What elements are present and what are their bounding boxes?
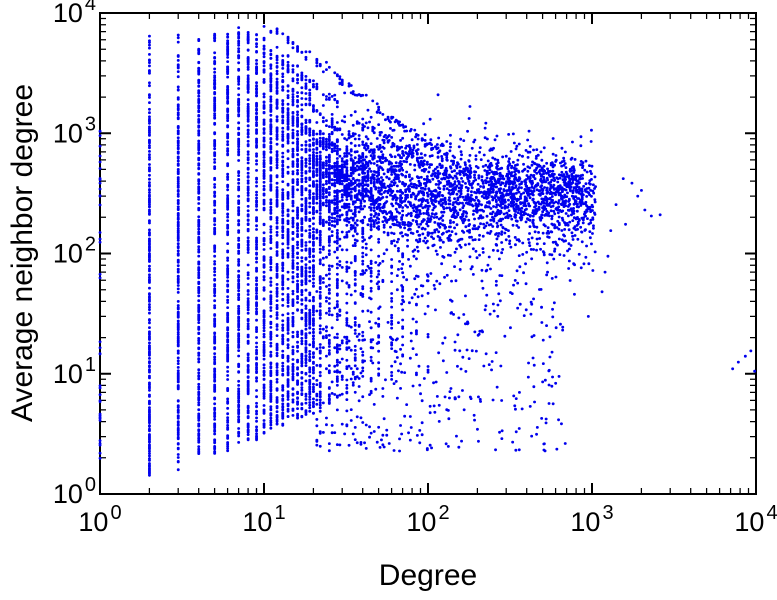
column-points (98, 31, 430, 477)
major-ticks (99, 12, 757, 495)
y-tick-label: 10 3 (53, 113, 96, 148)
x-tick-label: 10 1 (242, 502, 285, 537)
x-tick-label: 10 2 (406, 502, 449, 537)
data-points (98, 25, 757, 477)
cloud-points (312, 93, 597, 453)
axes: 10 0 10 1 10 2 10 3 10 4 10 0 10 1 10 2 10 3 10 4 (53, 0, 777, 537)
axis-labels: Degree Average neighbor degree (6, 84, 477, 592)
minor-ticks (100, 13, 756, 494)
x-tick-label: 10 3 (570, 502, 613, 537)
y-tick-label: 10 0 (53, 474, 96, 509)
y-tick-label: 10 4 (53, 0, 96, 28)
x-tick-label: 10 4 (734, 502, 777, 537)
x-axis-label: Degree (379, 559, 477, 592)
y-tick-label: 10 2 (53, 234, 96, 269)
outlier-points (586, 177, 757, 373)
band-points (197, 25, 486, 259)
y-axis-label: Average neighbor degree (6, 84, 39, 422)
x-tick-label: 10 0 (78, 502, 121, 537)
y-tick-label: 10 1 (53, 354, 96, 389)
